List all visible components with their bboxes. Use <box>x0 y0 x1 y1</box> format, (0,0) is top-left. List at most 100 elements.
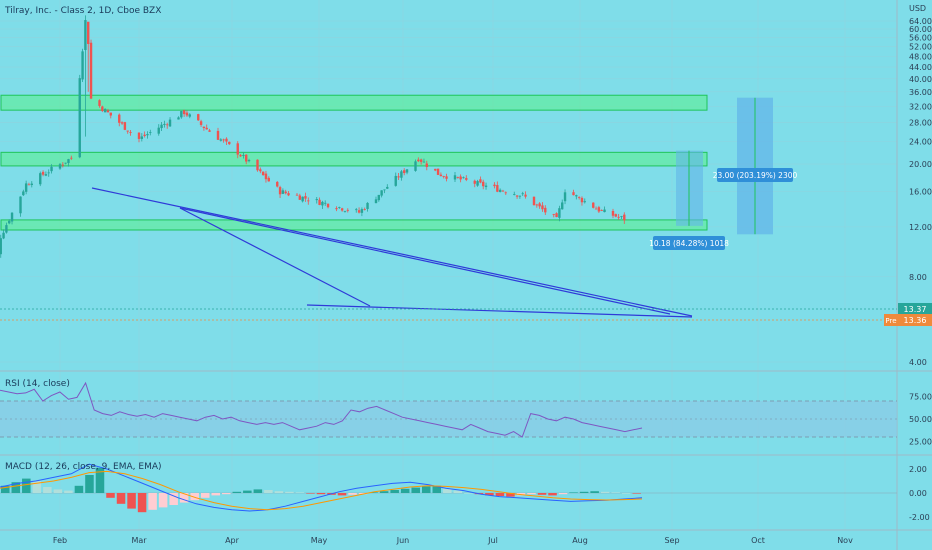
candle <box>256 159 259 171</box>
price-tick-label: 4.00 <box>909 358 927 367</box>
candle <box>496 185 499 192</box>
price-tick-label: 36.00 <box>909 88 932 97</box>
time-tick-label: Mar <box>131 536 147 545</box>
candle <box>276 181 279 187</box>
macd-bar <box>22 478 31 493</box>
candle <box>555 213 558 218</box>
candle <box>242 154 245 156</box>
trendline[interactable] <box>306 304 693 318</box>
zone[interactable] <box>0 94 708 111</box>
candle <box>594 208 598 210</box>
candle <box>623 214 626 221</box>
rsi-axis[interactable]: 25.00 50.00 75.00 <box>909 393 932 447</box>
macd-bar <box>95 467 105 493</box>
zone[interactable] <box>0 151 708 167</box>
candle <box>10 212 14 222</box>
trendline[interactable] <box>179 207 671 315</box>
target2-label-text: 23.00 (203.19%) 2300 <box>713 171 798 180</box>
candle <box>343 211 347 212</box>
candle <box>425 163 428 168</box>
macd-bar <box>506 493 515 497</box>
candle <box>301 196 304 202</box>
candle <box>459 176 462 180</box>
macd-panel[interactable] <box>0 463 897 513</box>
candle <box>50 166 53 172</box>
candle <box>405 169 409 173</box>
price-tick-label: 40.00 <box>909 75 932 84</box>
price-targets[interactable] <box>676 97 773 235</box>
macd-bar <box>274 491 284 493</box>
candle <box>87 21 90 44</box>
candle <box>374 199 378 204</box>
candle <box>180 111 183 118</box>
macd-bar <box>106 493 115 498</box>
candle <box>208 130 211 132</box>
rsi-panel[interactable] <box>0 381 897 438</box>
candle <box>27 184 31 186</box>
macd-bar <box>158 493 168 508</box>
candle <box>24 183 28 192</box>
candle <box>346 209 349 211</box>
candle <box>326 203 330 208</box>
candle <box>236 143 239 155</box>
candle <box>61 164 65 166</box>
candle <box>439 174 443 177</box>
macd-bar <box>400 488 410 493</box>
target2-label-bg <box>717 168 793 182</box>
candle <box>89 42 93 99</box>
trendline[interactable] <box>179 207 371 307</box>
candle <box>592 202 595 208</box>
target1-label[interactable]: 10.18 (84.28%) 1018 <box>649 236 729 250</box>
price-tick-label: 48.00 <box>909 52 932 61</box>
candle <box>563 192 567 202</box>
candle <box>360 209 364 213</box>
candle <box>67 159 70 163</box>
candle <box>182 110 186 115</box>
candle <box>118 114 121 123</box>
macd-bar <box>179 493 189 503</box>
candle <box>397 176 400 178</box>
candle <box>0 238 2 255</box>
price-axis[interactable]: 4.00 8.00 12.00 16.00 20.00 24.00 28.00 32.00 36… <box>909 17 932 367</box>
candle <box>19 196 22 214</box>
candle <box>614 214 618 217</box>
target2-label[interactable]: 23.00 (203.19%) 2300 <box>713 168 798 182</box>
candle <box>247 159 251 162</box>
candle <box>493 184 496 187</box>
premarket-value-bg <box>898 314 932 326</box>
candle <box>137 132 141 139</box>
candle <box>222 139 225 141</box>
macd-bar <box>558 493 568 495</box>
candle <box>600 210 603 211</box>
candle <box>434 168 437 171</box>
macd-bar <box>232 491 242 493</box>
macd-bar <box>495 493 505 496</box>
last-price-value: 13.37 <box>904 305 927 314</box>
candle <box>501 190 505 192</box>
candle <box>177 117 180 120</box>
candle <box>535 204 539 206</box>
time-tick-label: May <box>311 536 328 545</box>
macd-bar <box>253 489 263 493</box>
time-axis[interactable]: Feb Mar Apr May Jun Jul Aug Sep Oct Nov <box>53 536 853 545</box>
candle <box>436 168 440 175</box>
support-resistance-zones[interactable] <box>0 94 708 231</box>
candle <box>30 183 33 186</box>
candle <box>442 176 445 177</box>
price-tick-label: 20.00 <box>909 160 932 169</box>
trendline[interactable] <box>91 187 693 317</box>
macd-bar <box>85 475 94 493</box>
candle <box>197 114 200 121</box>
zone[interactable] <box>0 219 708 231</box>
candle <box>149 132 152 133</box>
price-tick-label: 16.00 <box>909 188 932 197</box>
candle <box>541 205 544 210</box>
price-tick-label: 56.00 <box>909 33 932 42</box>
trendlines[interactable] <box>91 187 693 318</box>
macd-axis[interactable]: -2.00 0.00 2.00 <box>909 465 930 522</box>
macd-bar <box>379 491 389 493</box>
candle <box>515 195 519 197</box>
candle <box>524 194 527 197</box>
candle <box>417 159 420 162</box>
